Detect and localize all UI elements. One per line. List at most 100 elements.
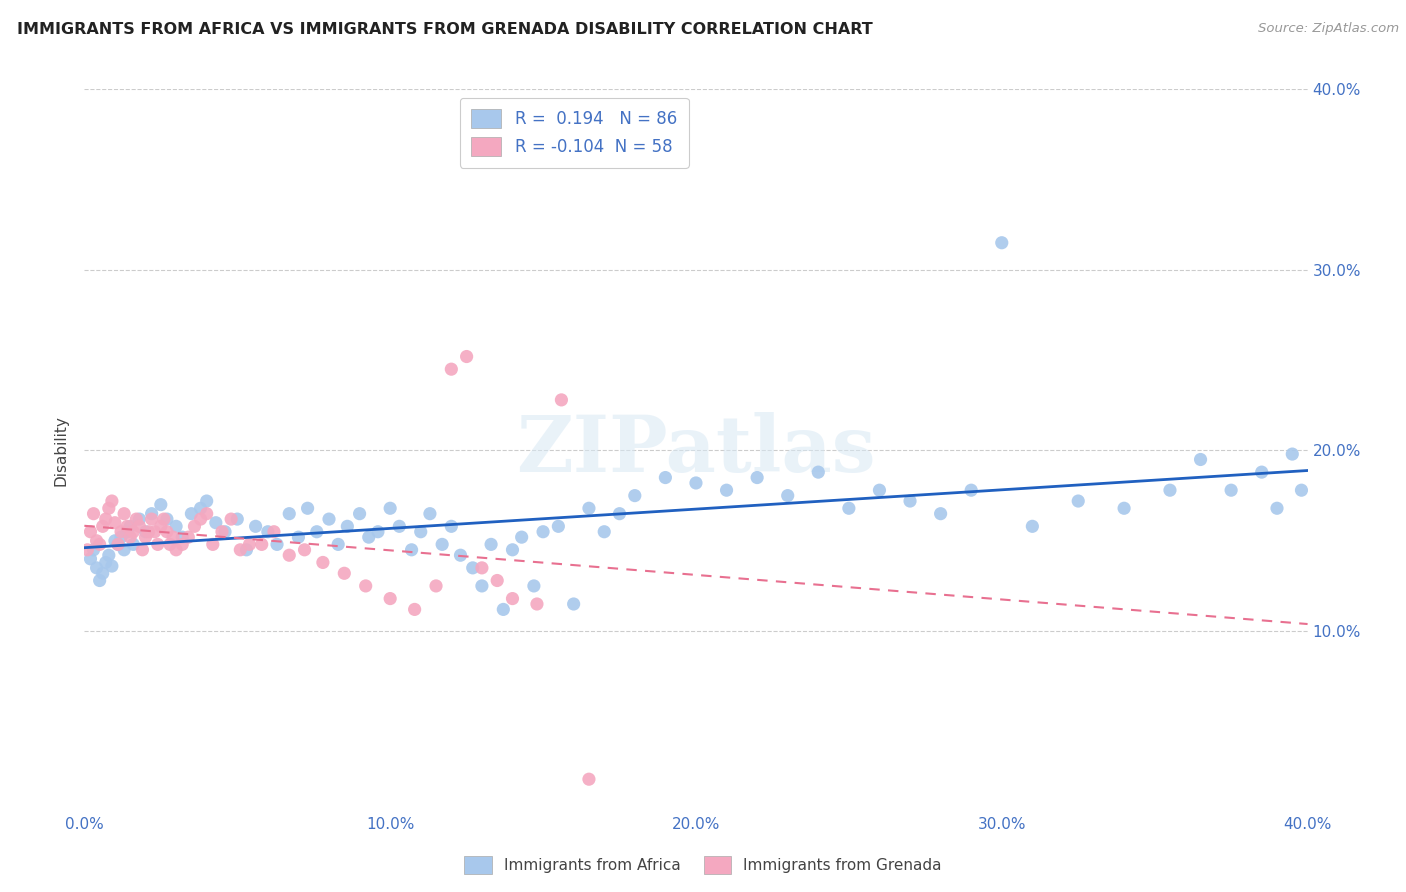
Point (162, 530, 184, 544)
Point (226, 512, 249, 526)
Point (318, 512, 340, 526)
Point (122, 537, 145, 551)
Point (409, 524, 432, 539)
Point (245, 519, 267, 533)
Point (89, 537, 111, 551)
Point (195, 507, 218, 521)
Point (153, 512, 176, 526)
Point (960, 483, 983, 498)
Point (107, 537, 129, 551)
Point (238, 537, 260, 551)
Point (502, 591, 524, 606)
Point (94, 556, 117, 570)
Point (357, 530, 380, 544)
Point (349, 507, 371, 521)
Point (929, 507, 952, 521)
Point (654, 470, 676, 484)
Point (440, 519, 463, 533)
Point (104, 516, 127, 530)
Text: Source: ZipAtlas.com: Source: ZipAtlas.com (1258, 22, 1399, 36)
Point (278, 548, 301, 562)
Point (97, 548, 120, 562)
Point (115, 519, 138, 533)
Legend: R =  0.194   N = 86, R = -0.104  N = 58: R = 0.194 N = 86, R = -0.104 N = 58 (460, 97, 689, 168)
Point (1291, 483, 1313, 498)
Point (531, 524, 554, 539)
Point (685, 475, 707, 490)
Point (131, 542, 153, 557)
Point (141, 507, 163, 521)
Point (190, 512, 212, 526)
Point (250, 537, 273, 551)
Point (404, 602, 426, 616)
Point (83, 542, 105, 557)
Point (776, 489, 799, 503)
Point (1265, 501, 1288, 516)
Point (609, 507, 631, 521)
Point (562, 597, 585, 611)
Point (107, 537, 129, 551)
Point (89, 574, 111, 588)
Point (120, 519, 142, 533)
Text: ZIPatlas: ZIPatlas (516, 412, 876, 489)
Point (229, 542, 252, 557)
Point (1067, 494, 1090, 508)
Point (898, 494, 921, 508)
Point (110, 530, 132, 544)
Point (1021, 519, 1043, 533)
Point (461, 561, 484, 575)
Point (367, 524, 389, 539)
Point (547, 519, 569, 533)
Point (122, 524, 145, 539)
Point (266, 537, 288, 551)
Point (120, 530, 142, 544)
Point (115, 524, 138, 539)
Point (624, 489, 647, 503)
Point (165, 519, 187, 533)
Point (104, 533, 127, 548)
Point (486, 574, 509, 588)
Point (425, 579, 447, 593)
Point (214, 524, 236, 539)
Point (149, 498, 172, 512)
Point (312, 556, 335, 570)
Point (401, 542, 423, 557)
Point (747, 470, 769, 484)
Point (172, 530, 194, 544)
Point (97, 501, 120, 516)
Point (112, 542, 135, 557)
Point (146, 537, 169, 551)
Point (125, 512, 148, 526)
Point (83, 507, 105, 521)
Point (183, 519, 205, 533)
Point (716, 483, 738, 498)
Point (510, 530, 533, 544)
Point (141, 512, 163, 526)
Point (195, 494, 218, 508)
Point (807, 465, 830, 479)
Point (101, 559, 124, 574)
Point (143, 524, 166, 539)
Point (79, 524, 101, 539)
Point (550, 392, 572, 407)
Point (1220, 483, 1243, 498)
Point (471, 561, 494, 575)
Point (419, 507, 441, 521)
Point (156, 512, 179, 526)
Point (991, 235, 1014, 250)
Point (149, 519, 172, 533)
Point (380, 591, 402, 606)
Point (502, 542, 524, 557)
Point (1189, 452, 1212, 467)
Point (211, 524, 233, 539)
Point (838, 501, 860, 516)
Point (492, 602, 515, 616)
Point (1281, 447, 1303, 461)
Point (112, 507, 135, 521)
Point (869, 483, 891, 498)
Point (523, 579, 546, 593)
Point (79, 551, 101, 566)
Point (180, 507, 202, 521)
Point (101, 494, 124, 508)
Y-axis label: Disability: Disability (53, 415, 69, 486)
